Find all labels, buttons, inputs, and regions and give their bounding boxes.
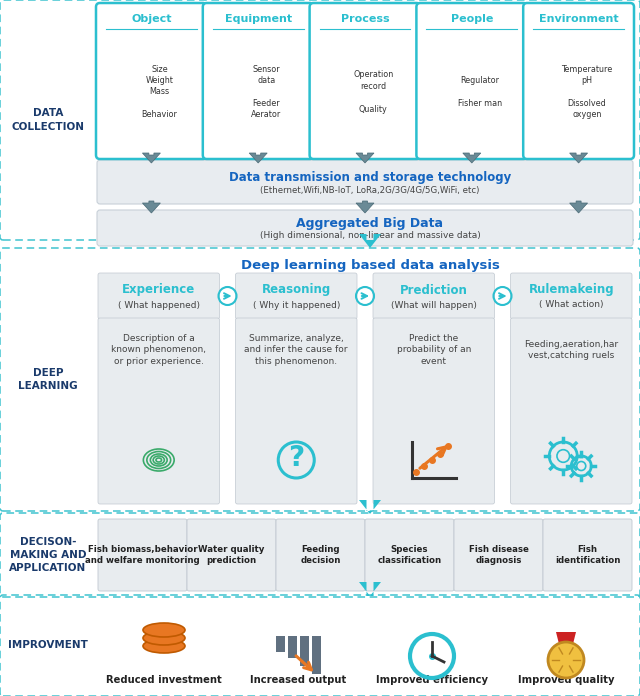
Text: Deep learning based data analysis: Deep learning based data analysis bbox=[241, 258, 499, 271]
FancyBboxPatch shape bbox=[97, 210, 633, 246]
Text: Feeding,aeration,har
vest,catching ruels: Feeding,aeration,har vest,catching ruels bbox=[524, 340, 618, 361]
Polygon shape bbox=[556, 632, 576, 648]
Polygon shape bbox=[143, 201, 161, 213]
Polygon shape bbox=[356, 201, 374, 213]
Text: DECISON-
MAKING AND
APPLICATION: DECISON- MAKING AND APPLICATION bbox=[10, 537, 86, 574]
Text: Aggregated Big Data: Aggregated Big Data bbox=[296, 217, 444, 230]
Text: Sensor
data

Feeder
Aerator: Sensor data Feeder Aerator bbox=[252, 65, 282, 120]
Text: ?: ? bbox=[288, 444, 304, 472]
Text: Feeding
decision: Feeding decision bbox=[300, 545, 340, 565]
Text: Predict the
probability of an
event: Predict the probability of an event bbox=[397, 333, 471, 366]
FancyBboxPatch shape bbox=[373, 273, 495, 319]
Polygon shape bbox=[249, 153, 268, 163]
Text: Fish disease
diagnosis: Fish disease diagnosis bbox=[468, 545, 529, 565]
Text: Reduced investment: Reduced investment bbox=[106, 675, 222, 685]
Ellipse shape bbox=[143, 639, 185, 653]
Text: DATA
COLLECTION: DATA COLLECTION bbox=[12, 109, 84, 132]
FancyBboxPatch shape bbox=[524, 3, 634, 159]
Text: (Ethernet,Wifi,NB-IoT, LoRa,2G/3G/4G/5G,WiFi, etc): (Ethernet,Wifi,NB-IoT, LoRa,2G/3G/4G/5G,… bbox=[260, 187, 480, 196]
Text: Temperature
pH

Dissolved
oxygen: Temperature pH Dissolved oxygen bbox=[561, 65, 612, 120]
Text: People: People bbox=[451, 14, 493, 24]
Polygon shape bbox=[570, 201, 588, 213]
FancyBboxPatch shape bbox=[96, 3, 207, 159]
FancyBboxPatch shape bbox=[365, 519, 454, 591]
Text: Experience: Experience bbox=[122, 283, 195, 296]
Text: ( What happened): ( What happened) bbox=[118, 301, 200, 310]
Text: Description of a
known phenomenon,
or prior experience.: Description of a known phenomenon, or pr… bbox=[111, 333, 206, 366]
Text: Operation
record

Quality: Operation record Quality bbox=[353, 70, 394, 113]
FancyBboxPatch shape bbox=[98, 273, 220, 319]
Bar bbox=[300, 636, 309, 666]
Text: Object: Object bbox=[131, 14, 172, 24]
Polygon shape bbox=[143, 153, 161, 163]
Text: Water quality
prediction: Water quality prediction bbox=[198, 545, 265, 565]
Polygon shape bbox=[359, 582, 381, 596]
Polygon shape bbox=[356, 153, 374, 163]
Bar bbox=[288, 636, 297, 658]
Bar bbox=[312, 636, 321, 674]
Text: Species
classification: Species classification bbox=[378, 545, 442, 565]
Text: Process: Process bbox=[340, 14, 389, 24]
Text: Improved quality: Improved quality bbox=[518, 675, 614, 685]
FancyBboxPatch shape bbox=[511, 273, 632, 319]
Text: (High dimensional, non-linear and massive data): (High dimensional, non-linear and massiv… bbox=[260, 232, 481, 241]
Text: Rulemakeing: Rulemakeing bbox=[529, 283, 614, 296]
Text: Fish biomass,behavior
and welfare monitoring: Fish biomass,behavior and welfare monito… bbox=[85, 545, 200, 565]
Text: Summarize, analyze,
and infer the cause for
this phenomenon.: Summarize, analyze, and infer the cause … bbox=[244, 333, 348, 366]
FancyBboxPatch shape bbox=[98, 318, 220, 504]
Text: IMPROVMENT: IMPROVMENT bbox=[8, 640, 88, 651]
Ellipse shape bbox=[143, 631, 185, 645]
Text: DEEP
LEARNING: DEEP LEARNING bbox=[18, 368, 78, 391]
FancyBboxPatch shape bbox=[203, 3, 314, 159]
Text: Prediction: Prediction bbox=[400, 283, 468, 296]
Polygon shape bbox=[570, 153, 588, 163]
Text: Fish
identification: Fish identification bbox=[555, 545, 620, 565]
Polygon shape bbox=[359, 234, 381, 248]
Text: (What will happen): (What will happen) bbox=[391, 301, 477, 310]
Text: Data transmission and storage technology: Data transmission and storage technology bbox=[229, 171, 511, 184]
FancyBboxPatch shape bbox=[511, 318, 632, 504]
FancyBboxPatch shape bbox=[417, 3, 527, 159]
Circle shape bbox=[548, 642, 584, 678]
Text: Increased output: Increased output bbox=[250, 675, 346, 685]
Text: Equipment: Equipment bbox=[225, 14, 292, 24]
Bar bbox=[276, 636, 285, 652]
Text: Reasoning: Reasoning bbox=[262, 283, 331, 296]
Text: ( What action): ( What action) bbox=[539, 301, 604, 310]
Text: Improved efficiency: Improved efficiency bbox=[376, 675, 488, 685]
FancyBboxPatch shape bbox=[310, 3, 420, 159]
FancyBboxPatch shape bbox=[373, 318, 495, 504]
Ellipse shape bbox=[143, 623, 185, 637]
Text: Size
Weight
Mass

Behavior: Size Weight Mass Behavior bbox=[141, 65, 177, 120]
FancyBboxPatch shape bbox=[98, 519, 187, 591]
FancyBboxPatch shape bbox=[543, 519, 632, 591]
FancyBboxPatch shape bbox=[236, 273, 357, 319]
FancyBboxPatch shape bbox=[97, 160, 633, 204]
Text: Regulator

Fisher man: Regulator Fisher man bbox=[458, 76, 502, 108]
Text: ( Why it happened): ( Why it happened) bbox=[253, 301, 340, 310]
FancyBboxPatch shape bbox=[236, 318, 357, 504]
Text: Environment: Environment bbox=[539, 14, 618, 24]
FancyBboxPatch shape bbox=[454, 519, 543, 591]
Polygon shape bbox=[463, 153, 481, 163]
FancyBboxPatch shape bbox=[187, 519, 276, 591]
Polygon shape bbox=[359, 500, 381, 514]
FancyBboxPatch shape bbox=[276, 519, 365, 591]
